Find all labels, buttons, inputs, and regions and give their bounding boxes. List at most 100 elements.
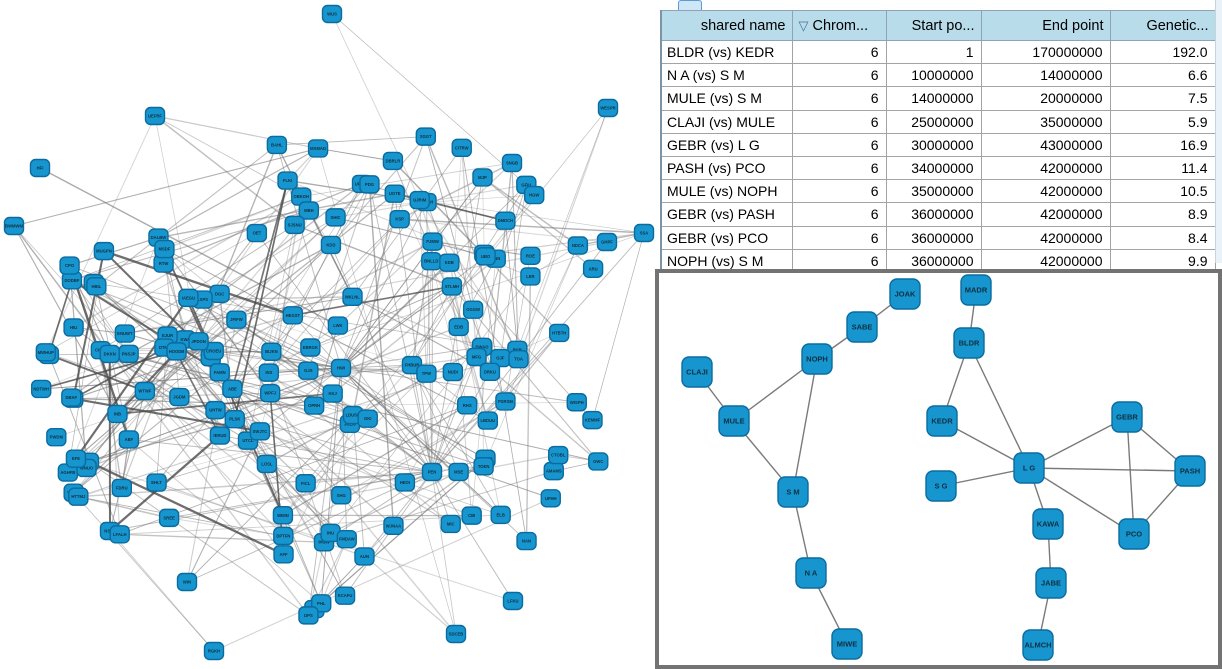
graph-node[interactable]: KCAFU <box>334 586 356 605</box>
graph-node[interactable]: INS <box>258 363 280 382</box>
graph-node[interactable]: HEOI <box>394 473 416 492</box>
table-cell[interactable]: MULE (vs) NOPH <box>660 179 793 204</box>
graph-node[interactable]: MULE <box>718 405 750 437</box>
graph-node[interactable]: KDD <box>320 235 342 255</box>
graph-node[interactable]: BWMWM <box>3 216 25 236</box>
graph-node[interactable]: WESPR <box>597 98 619 118</box>
graph-node[interactable]: WTWF <box>134 381 156 401</box>
graph-node[interactable]: UJRIM <box>409 190 430 210</box>
graph-node[interactable]: PSRSM <box>495 392 516 411</box>
graph-node[interactable]: OPRH <box>303 396 325 415</box>
graph-edge[interactable] <box>1028 416 1128 469</box>
table-cell[interactable]: 192.0 <box>1109 39 1216 65</box>
graph-node[interactable]: FLKI <box>277 171 298 190</box>
graph-node[interactable]: NDCA <box>567 236 589 255</box>
graph-node[interactable]: RGKH <box>203 641 225 661</box>
graph-node[interactable]: MWHUP <box>35 343 57 362</box>
graph-node[interactable]: FDRU <box>111 478 132 498</box>
table-row[interactable]: BLDR (vs) KEDR 6 1 170000000 192.0 <box>660 39 1216 65</box>
graph-node[interactable]: FMDAW <box>336 529 357 549</box>
panel-tab-stub[interactable] <box>678 0 702 10</box>
graph-node[interactable]: MFG <box>466 347 487 367</box>
graph-node[interactable]: HGW <box>524 185 545 205</box>
table-cell[interactable]: 25000000 <box>885 109 982 134</box>
table-row[interactable]: GEBR (vs) L G 6 30000000 43000000 16.9 <box>660 132 1216 157</box>
table-cell[interactable]: 42000000 <box>980 225 1111 250</box>
table-cell[interactable]: 8.4 <box>1109 225 1216 250</box>
graph-node[interactable]: HOODB <box>166 342 187 361</box>
graph-node[interactable]: CROEU <box>203 341 224 361</box>
network-view-sub[interactable]: JOAK SABE NOPH CLAJI MULE S M N A MIWE MADR BLDR K… <box>659 273 1218 665</box>
graph-node[interactable]: HBIL <box>86 277 107 296</box>
graph-node[interactable]: SDCEB <box>445 624 467 644</box>
graph-node[interactable]: MADR <box>960 274 992 306</box>
graph-node[interactable]: MSMAD <box>307 139 329 158</box>
graph-node[interactable]: DPTFN <box>273 526 294 546</box>
table-row[interactable]: NOPH (vs) S M 6 36000000 42000000 9.9 <box>660 248 1216 273</box>
table-row[interactable]: GEBR (vs) PASH 6 36000000 42000000 8.9 <box>660 202 1216 227</box>
graph-node[interactable]: KAWA <box>1032 508 1064 540</box>
graph-edge[interactable] <box>1126 416 1135 535</box>
graph-edge[interactable] <box>792 358 818 493</box>
graph-node[interactable]: HWI <box>330 358 352 378</box>
table-cell[interactable]: 34000000 <box>885 155 982 181</box>
table-scrollbar[interactable] <box>1215 0 1222 263</box>
graph-node[interactable]: PEN <box>421 462 443 482</box>
graph-node[interactable]: EHLT <box>146 473 167 492</box>
graph-node[interactable]: MSDF <box>154 239 175 259</box>
table-cell[interactable]: 8.9 <box>1109 202 1216 227</box>
column-header-shared-name[interactable]: shared name <box>660 10 793 41</box>
table-cell[interactable]: 36000000 <box>885 202 982 227</box>
column-header-chrom-[interactable]: ▽ Chrom... <box>791 10 887 41</box>
graph-node[interactable]: PDG <box>359 175 380 194</box>
graph-node[interactable]: JABE <box>1035 567 1067 599</box>
graph-node[interactable]: SHG <box>331 486 352 505</box>
graph-node[interactable]: NDTWH <box>31 379 52 399</box>
graph-node[interactable]: NOPH <box>801 343 833 375</box>
graph-node[interactable]: AMAMS <box>543 461 564 481</box>
graph-edge[interactable] <box>1028 467 1135 535</box>
table-row[interactable]: MULE (vs) S M 6 14000000 20000000 7.5 <box>660 86 1216 111</box>
graph-node[interactable]: MUGPN <box>93 241 115 261</box>
graph-node[interactable]: EDB <box>439 253 460 272</box>
graph-node[interactable]: KEMMF <box>582 410 603 430</box>
graph-node[interactable]: JPDON <box>188 332 209 351</box>
graph-node[interactable]: RTW <box>153 254 174 273</box>
graph-node[interactable]: PCO <box>1118 518 1150 550</box>
graph-node[interactable]: PJMW <box>422 232 443 251</box>
graph-node[interactable]: ABE <box>222 379 243 398</box>
graph-node[interactable]: DPS <box>298 606 319 625</box>
graph-node[interactable]: SNGB <box>501 153 523 173</box>
column-header-end-point[interactable]: End point <box>980 10 1111 41</box>
graph-node[interactable]: OET <box>246 223 268 243</box>
table-cell[interactable]: 43000000 <box>980 132 1111 157</box>
graph-node[interactable]: HTTMJ <box>68 487 89 506</box>
graph-node[interactable]: MKLNL <box>342 287 363 307</box>
graph-node[interactable]: GEBR <box>1111 401 1143 433</box>
table-cell[interactable]: CLAJI (vs) MULE <box>660 109 793 134</box>
graph-node[interactable]: LOSL <box>256 454 278 474</box>
graph-node[interactable]: ARU <box>582 259 604 278</box>
graph-node[interactable]: LER <box>520 267 541 286</box>
graph-node[interactable]: MJP <box>472 168 493 187</box>
graph-edge[interactable] <box>968 342 1030 469</box>
graph-node[interactable]: HIU <box>63 318 84 337</box>
table-cell[interactable]: 30000000 <box>885 132 982 157</box>
graph-node[interactable]: N A <box>795 557 827 589</box>
table-cell[interactable]: GEBR (vs) L G <box>660 132 793 157</box>
graph-node[interactable]: UFHH <box>540 489 561 508</box>
graph-node[interactable]: S G <box>925 470 957 502</box>
table-cell[interactable]: 6 <box>791 179 887 204</box>
table-cell[interactable]: 14000000 <box>980 63 1111 88</box>
graph-node[interactable]: JFIFW <box>226 310 247 329</box>
edge-attribute-table[interactable]: shared name ▽ Chrom... Start po... End point… <box>660 10 1216 273</box>
graph-node[interactable]: WPFJ <box>259 384 281 403</box>
graph-node[interactable]: GWC <box>588 452 609 471</box>
graph-node[interactable]: ENUWT <box>114 324 136 343</box>
graph-node[interactable]: HEGST <box>282 306 304 325</box>
table-cell[interactable]: 35000000 <box>885 179 982 204</box>
graph-node[interactable]: ABF <box>118 430 140 449</box>
graph-node[interactable]: FAMN <box>209 363 230 382</box>
graph-node[interactable]: CBI <box>461 506 482 525</box>
graph-node[interactable]: ROE <box>520 246 541 265</box>
